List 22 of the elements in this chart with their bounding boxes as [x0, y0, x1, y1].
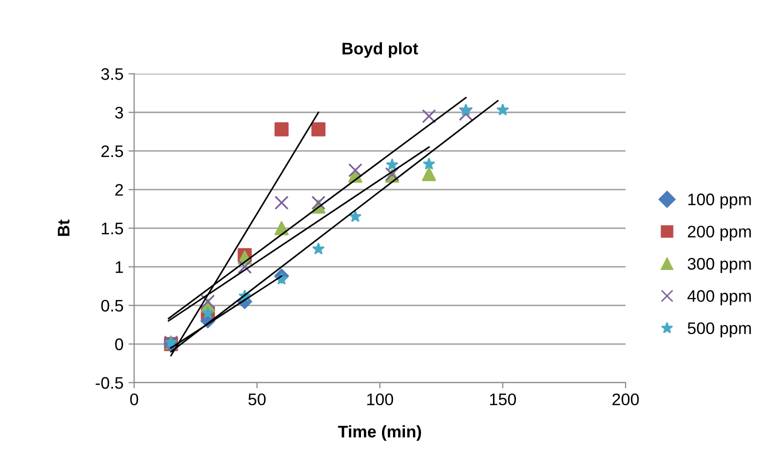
legend-label: 300 ppm	[688, 258, 751, 274]
y-axis-title: Bt	[58, 220, 70, 236]
legend-label: 500 ppm	[688, 322, 751, 338]
legend-label: 400 ppm	[687, 290, 751, 306]
x-axis-title: Time (min)	[338, 425, 422, 441]
y-tick-label: -0.5	[96, 377, 124, 389]
x-tick-label: 200	[612, 393, 639, 406]
y-tick-label: 0.5	[101, 300, 124, 312]
y-tick-label: 3.5	[101, 68, 124, 80]
x-tick-label: 100	[367, 393, 394, 406]
y-tick-label: 2	[115, 184, 123, 196]
legend-label: 200 ppm	[688, 226, 751, 241]
chart-title: Boyd plot	[342, 42, 418, 58]
y-tick-label: 3	[115, 106, 124, 119]
y-tick-label: 1	[116, 261, 123, 273]
y-tick-label: 0	[115, 338, 124, 350]
x-tick-label: 0	[130, 393, 138, 406]
y-tick-label: 1.5	[102, 222, 124, 234]
x-tick-label: 50	[248, 393, 266, 406]
x-tick-label: 150	[490, 393, 516, 406]
y-tick-label: 2.5	[101, 145, 124, 158]
legend-label: 100 ppm	[688, 194, 751, 209]
